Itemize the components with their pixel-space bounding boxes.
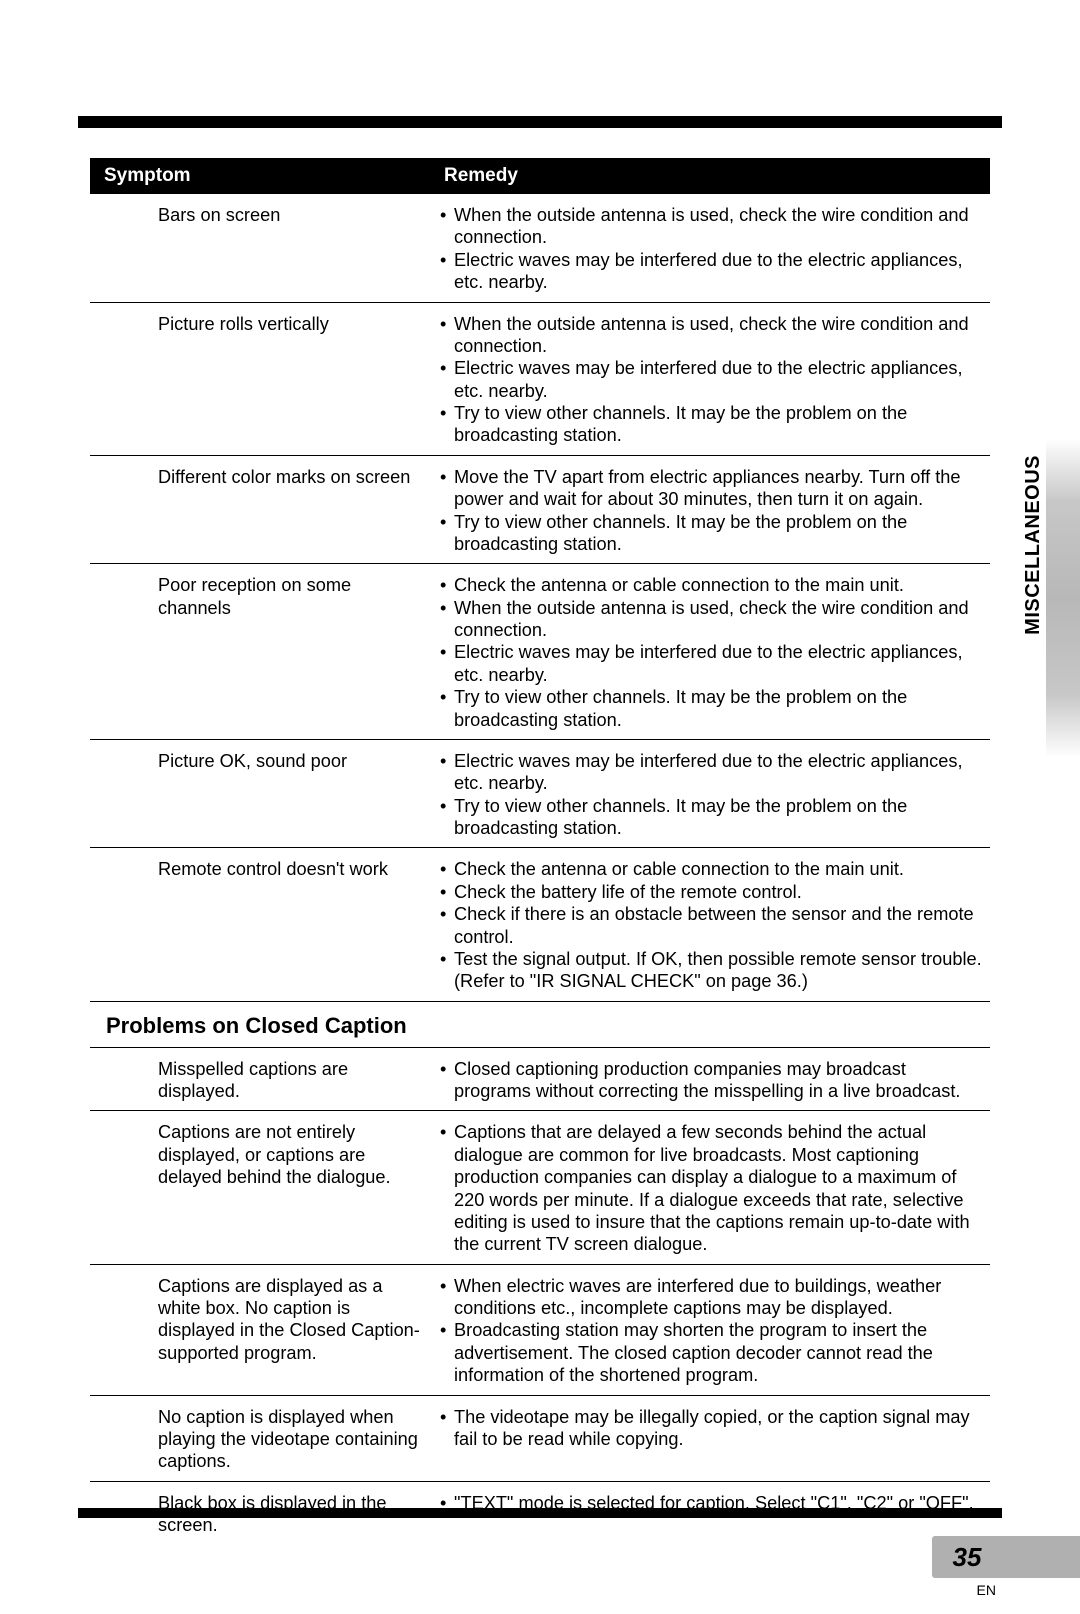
- remedy-cell: When the outside antenna is used, check …: [432, 194, 990, 302]
- remedy-item: The videotape may be illegally copied, o…: [440, 1406, 982, 1451]
- remedy-item: Move the TV apart from electric applianc…: [440, 466, 982, 511]
- remedy-item: Electric waves may be interfered due to …: [440, 750, 982, 795]
- remedy-item: Try to view other channels. It may be th…: [440, 795, 982, 840]
- remedy-item: Try to view other channels. It may be th…: [440, 686, 982, 731]
- table-row: Bars on screenWhen the outside antenna i…: [90, 194, 990, 302]
- symptom-cell: Captions are not entirely displayed, or …: [90, 1111, 432, 1264]
- remedy-item: Broadcasting station may shorten the pro…: [440, 1319, 982, 1386]
- troubleshooting-table: Symptom Remedy Bars on screenWhen the ou…: [90, 158, 990, 1544]
- bottom-rule: [78, 1508, 1002, 1518]
- remedy-item: Electric waves may be interfered due to …: [440, 357, 982, 402]
- symptom-cell: Captions are displayed as a white box. N…: [90, 1264, 432, 1395]
- remedy-item: Electric waves may be interfered due to …: [440, 641, 982, 686]
- remedy-cell: Captions that are delayed a few seconds …: [432, 1111, 990, 1264]
- table-row: Different color marks on screenMove the …: [90, 455, 990, 564]
- table-row: Remote control doesn't work Check the ant…: [90, 848, 990, 1001]
- remedy-item: When the outside antenna is used, check …: [440, 204, 982, 249]
- remedy-cell: Electric waves may be interfered due to …: [432, 739, 990, 848]
- remedy-cell: Move the TV apart from electric applianc…: [432, 455, 990, 564]
- page: Symptom Remedy Bars on screenWhen the ou…: [0, 0, 1080, 1614]
- remedy-item: Check the antenna or cable connection to…: [440, 574, 982, 596]
- symptom-cell: Different color marks on screen: [90, 455, 432, 564]
- remedy-item: Check the antenna or cable connection to…: [440, 858, 982, 880]
- symptom-cell: No caption is displayed when playing the…: [90, 1395, 432, 1481]
- top-rule: [78, 116, 1002, 128]
- remedy-item: Try to view other channels. It may be th…: [440, 511, 982, 556]
- table-row: Misspelled captions are displayed.Closed…: [90, 1047, 990, 1111]
- symptom-cell: Picture OK, sound poor: [90, 739, 432, 848]
- header-symptom: Symptom: [90, 158, 432, 194]
- page-number: 35: [932, 1536, 1002, 1578]
- symptom-cell: Remote control doesn't work: [90, 848, 432, 1001]
- remedy-item: When the outside antenna is used, check …: [440, 313, 982, 358]
- remedy-cell: Closed captioning production companies m…: [432, 1047, 990, 1111]
- symptom-cell: Bars on screen: [90, 194, 432, 302]
- table-row: Captions are displayed as a white box. N…: [90, 1264, 990, 1395]
- table-row: No caption is displayed when playing the…: [90, 1395, 990, 1481]
- remedy-item: Electric waves may be interfered due to …: [440, 249, 982, 294]
- side-tab-label: MISCELLANEOUS: [1022, 455, 1045, 635]
- remedy-item: When electric waves are interfered due t…: [440, 1275, 982, 1320]
- header-remedy: Remedy: [432, 158, 990, 194]
- symptom-cell: Picture rolls vertically: [90, 302, 432, 455]
- remedy-cell: When the outside antenna is used, check …: [432, 302, 990, 455]
- side-tab-gradient: [1046, 438, 1080, 758]
- remedy-item: Closed captioning production companies m…: [440, 1058, 982, 1103]
- section-closed-caption: Problems on Closed Caption: [90, 1001, 990, 1047]
- remedy-cell: Check the antenna or cable connection to…: [432, 848, 990, 1001]
- remedy-item: Try to view other channels. It may be th…: [440, 402, 982, 447]
- section-title: Problems on Closed Caption: [98, 1012, 982, 1039]
- remedy-item: When the outside antenna is used, check …: [440, 597, 982, 642]
- remedy-item: Captions that are delayed a few seconds …: [440, 1121, 982, 1255]
- symptom-cell: Misspelled captions are displayed.: [90, 1047, 432, 1111]
- remedy-item: Check if there is an obstacle between th…: [440, 903, 982, 948]
- table-row: Picture rolls verticallyWhen the outside…: [90, 302, 990, 455]
- table-row: Poor reception on some channels Check the…: [90, 564, 990, 740]
- table-row: Picture OK, sound poorElectric waves may…: [90, 739, 990, 848]
- remedy-cell: Check the antenna or cable connection to…: [432, 564, 990, 740]
- language-code: EN: [977, 1582, 996, 1598]
- remedy-cell: When electric waves are interfered due t…: [432, 1264, 990, 1395]
- remedy-item: Test the signal output. If OK, then poss…: [440, 948, 982, 993]
- remedy-item: Check the battery life of the remote con…: [440, 881, 982, 903]
- symptom-cell: Poor reception on some channels: [90, 564, 432, 740]
- remedy-cell: The videotape may be illegally copied, o…: [432, 1395, 990, 1481]
- table-row: Captions are not entirely displayed, or …: [90, 1111, 990, 1264]
